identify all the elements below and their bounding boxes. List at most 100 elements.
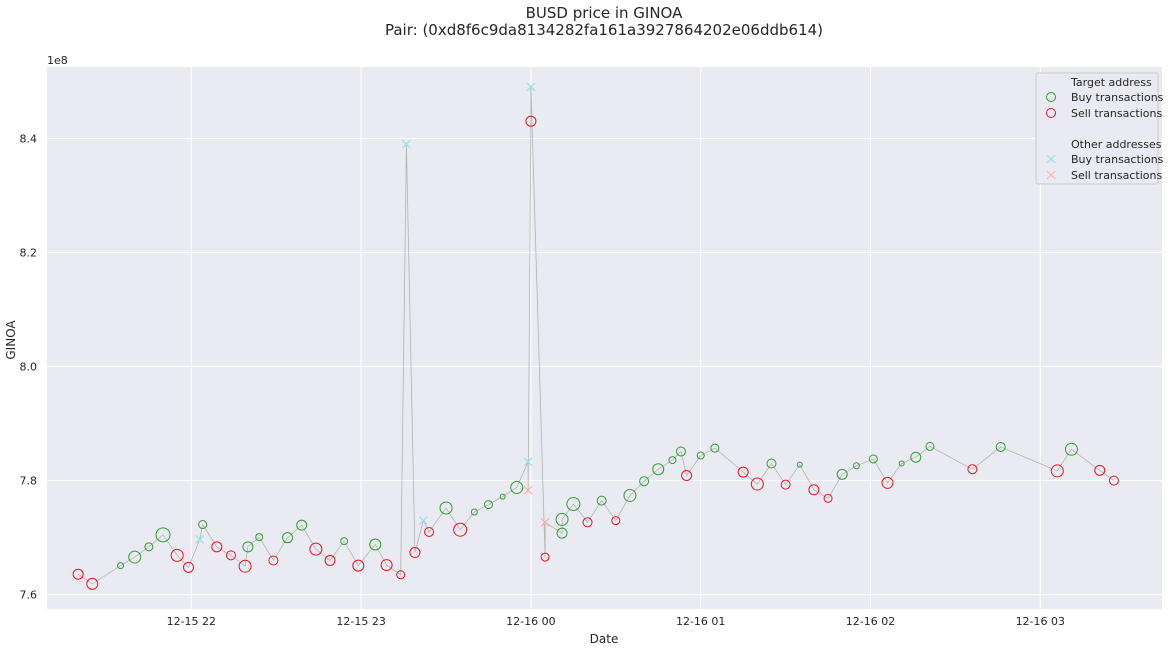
target-sell-marker (324, 555, 336, 567)
target-buy-marker (155, 527, 171, 543)
target-buy-marker (255, 533, 264, 542)
y-axis-ticks: 7.6 7.8 8.0 8.2 8.4 (20, 132, 38, 601)
other-buy-marker (526, 82, 536, 92)
y-tick-label: 8.4 (20, 132, 38, 145)
price-line (77, 86, 1115, 585)
target-sell-marker (238, 559, 252, 573)
y-tick-label: 7.8 (20, 475, 38, 488)
legend-other-sell-x-marker (1046, 170, 1056, 180)
target-buy-marker (470, 508, 478, 516)
target-buy-marker (639, 476, 650, 487)
target-sell-marker (611, 516, 621, 526)
y-axis-label: GINOA (4, 320, 18, 360)
target-buy-marker (117, 562, 125, 570)
x-tick-label: 12-16 01 (676, 615, 725, 628)
x-tick-label: 12-15 23 (336, 615, 385, 628)
target-buy-marker (710, 443, 720, 453)
target-sell-marker (72, 568, 84, 580)
legend-buy-circle-marker (1046, 92, 1056, 102)
x-axis-ticks: 12-15 22 12-15 23 12-16 00 12-16 01 12-16 02… (167, 615, 1065, 628)
target-buy-marker (566, 497, 581, 512)
target-sell-marker (453, 522, 468, 537)
target-buy-marker (1064, 442, 1078, 456)
transaction-markers (72, 82, 1119, 590)
target-buy-marker (852, 462, 860, 470)
target-sell-marker (881, 476, 894, 489)
target-buy-marker (668, 456, 677, 465)
target-buy-marker (483, 500, 493, 510)
target-sell-marker (268, 555, 279, 566)
legend-target-sell-label: Sell transactions (1071, 107, 1162, 120)
target-buy-marker (296, 519, 308, 531)
target-buy-marker (128, 550, 142, 564)
legend-box (1035, 72, 1159, 185)
target-buy-marker (439, 501, 453, 515)
other-buy-marker (418, 516, 428, 525)
other-buy-marker (195, 534, 205, 544)
target-sell-marker (309, 542, 323, 556)
target-sell-marker (380, 559, 393, 572)
target-sell-marker (352, 559, 365, 572)
target-sell-marker (211, 541, 223, 553)
target-sell-marker (1094, 464, 1106, 476)
target-buy-marker (696, 451, 705, 460)
target-sell-marker (967, 464, 978, 475)
target-buy-marker (369, 538, 382, 551)
target-buy-marker (898, 460, 905, 467)
legend-target-buy-label: Buy transactions (1071, 91, 1164, 104)
other-buy-marker (523, 457, 533, 467)
legend-target-header: Target address (1070, 76, 1152, 89)
x-tick-label: 12-15 22 (167, 615, 216, 628)
x-axis-label: Date (590, 632, 619, 646)
target-sell-marker (424, 526, 435, 537)
legend-other-sell-label: Sell transactions (1071, 169, 1162, 182)
legend-other-buy-label: Buy transactions (1071, 153, 1164, 166)
legend-other-header: Other addresses (1071, 138, 1162, 151)
target-sell-marker (182, 561, 194, 573)
target-buy-marker (556, 527, 568, 539)
target-buy-marker (796, 461, 803, 468)
price-path (77, 86, 1115, 585)
target-sell-marker (86, 577, 99, 590)
target-buy-marker (340, 537, 349, 546)
target-buy-marker (836, 468, 848, 480)
target-buy-marker (242, 541, 254, 553)
y-tick-label: 7.6 (20, 589, 38, 602)
target-sell-marker (1108, 475, 1119, 486)
target-buy-marker (596, 495, 607, 506)
target-sell-marker (681, 469, 693, 481)
other-buy-marker (401, 139, 411, 149)
target-sell-marker (1050, 464, 1064, 478)
other-sell-marker (540, 517, 550, 527)
target-buy-marker (995, 441, 1006, 452)
y-axis-offset-label: 1e8 (47, 54, 68, 67)
target-buy-marker (623, 488, 637, 502)
target-sell-marker (409, 547, 421, 559)
legend: Target address Buy transactions Sell tra… (1035, 72, 1164, 185)
target-sell-marker (170, 548, 184, 562)
legend-sell-circle-marker (1046, 108, 1056, 118)
chart-subtitle: Pair: (0xd8f6c9da8134282fa161a3927864202… (385, 21, 823, 39)
target-buy-marker (144, 542, 154, 552)
target-buy-marker (499, 493, 506, 500)
x-tick-label: 12-16 03 (1016, 615, 1065, 628)
target-buy-marker (282, 532, 294, 544)
x-tick-label: 12-16 00 (506, 615, 555, 628)
target-buy-marker (652, 463, 665, 476)
target-sell-marker (582, 517, 593, 528)
target-buy-marker (198, 520, 208, 530)
target-buy-marker (510, 480, 524, 494)
target-buy-marker (766, 458, 777, 469)
legend-other-buy-x-marker (1046, 154, 1056, 164)
target-buy-marker (868, 454, 878, 464)
y-tick-label: 8.2 (20, 246, 38, 259)
target-buy-marker (555, 512, 569, 526)
plot-area (47, 67, 1162, 609)
target-sell-marker (737, 466, 749, 478)
target-sell-marker (396, 570, 406, 580)
x-tick-label: 12-16 02 (846, 615, 895, 628)
target-sell-marker (808, 484, 820, 496)
target-sell-marker (780, 479, 791, 490)
chart-title: BUSD price in GINOA (526, 4, 683, 22)
